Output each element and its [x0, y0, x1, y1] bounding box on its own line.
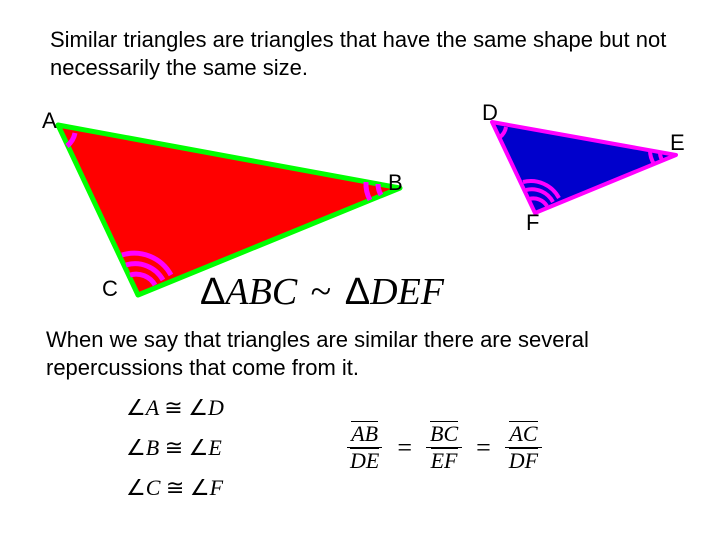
angle-symbol: ∠ — [188, 395, 208, 420]
side-ratios: AB DE = BC EF = AC DF — [346, 423, 542, 472]
ratio-1: BC EF — [426, 423, 462, 472]
tilde-symbol: ~ — [311, 271, 332, 313]
label-e: E — [670, 130, 685, 156]
ratio-0: AB DE — [346, 423, 383, 472]
triangle-symbol-1: Δ — [200, 271, 225, 313]
angle-symbol: ∠ — [189, 435, 209, 460]
angle-symbol: ∠ — [126, 435, 146, 460]
ratio-den-1: EF — [431, 450, 458, 472]
angle-right-0: D — [208, 395, 224, 420]
ratio-2: AC DF — [505, 423, 542, 472]
label-a: A — [42, 108, 57, 134]
congruent-symbol: ≅ — [165, 435, 183, 460]
congruent-symbol: ≅ — [164, 395, 182, 420]
def-text: DEF — [370, 271, 444, 313]
angle-left-2: C — [146, 475, 161, 500]
angle-right-1: E — [208, 435, 221, 460]
mid-text: When we say that triangles are similar t… — [46, 326, 676, 382]
label-c: C — [102, 276, 118, 302]
angle-row-2: ∠C ≅ ∠F — [126, 475, 224, 501]
ratio-num-1: BC — [430, 423, 458, 445]
angle-row-0: ∠A ≅ ∠D — [126, 395, 224, 421]
triangle-def — [492, 122, 676, 213]
angle-right-2: F — [210, 475, 223, 500]
angle-arc-e — [660, 152, 662, 160]
ratio-den-2: DF — [509, 450, 538, 472]
angle-left-1: B — [146, 435, 159, 460]
ratio-den-0: DE — [350, 450, 379, 472]
label-b: B — [388, 170, 403, 196]
abc-text: ABC — [225, 271, 297, 313]
angle-congruences: ∠A ≅ ∠D ∠B ≅ ∠E ∠C ≅ ∠F — [126, 395, 224, 501]
repercussions-area: ∠A ≅ ∠D ∠B ≅ ∠E ∠C ≅ ∠F AB DE = BC EF = … — [46, 395, 676, 535]
angle-left-0: A — [146, 395, 159, 420]
ratio-num-0: AB — [351, 423, 378, 445]
equals-2: = — [476, 433, 491, 463]
angle-symbol: ∠ — [126, 475, 146, 500]
triangle-symbol-2: Δ — [345, 271, 370, 313]
similarity-statement: ΔABC ~ ΔDEF — [200, 270, 444, 314]
label-f: F — [526, 210, 539, 236]
equals-1: = — [397, 433, 412, 463]
intro-text: Similar triangles are triangles that hav… — [50, 26, 670, 82]
angle-arc-b — [378, 184, 381, 195]
angle-symbol: ∠ — [190, 475, 210, 500]
angle-symbol: ∠ — [126, 395, 146, 420]
angle-row-1: ∠B ≅ ∠E — [126, 435, 224, 461]
label-d: D — [482, 100, 498, 126]
congruent-symbol: ≅ — [166, 475, 184, 500]
ratio-num-2: AC — [509, 423, 537, 445]
